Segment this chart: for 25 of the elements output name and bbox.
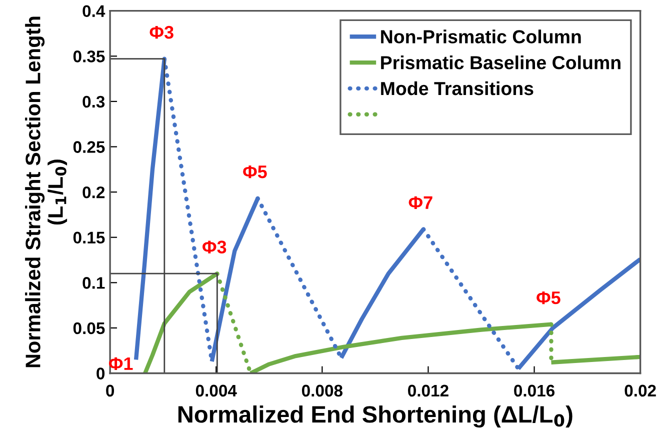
y-tick-label: 0.15 [73, 232, 105, 244]
x-axis-title: Normalized End Shortening (ΔL/L$_{0}$) [178, 405, 572, 428]
legend-label: Non-Prismatic Column [381, 30, 581, 44]
legend-label: Mode Transitions [381, 81, 534, 96]
y-tick-label: 0.1 [82, 277, 105, 289]
y-axis-title: Normalized Straight Section Length (L$_{1}$/L$_{0}$) [25, 16, 68, 368]
y-tick-label: 0.3 [82, 96, 105, 108]
annotation: Φ5 [536, 291, 560, 304]
x-tick-label: 0.012 [408, 384, 448, 397]
y-tick-label: 0.05 [73, 322, 105, 334]
annotation: Φ5 [243, 166, 267, 178]
y-tick-label: 0.35 [73, 50, 105, 62]
x-tick-label: 0.02 [624, 384, 656, 397]
y-tick-label: 0.2 [82, 186, 105, 198]
annotation: Φ3 [150, 26, 174, 39]
x-tick-label: 0 [106, 384, 114, 397]
y-tick-label: 0.25 [73, 141, 105, 153]
x-tick-label: 0.004 [196, 384, 237, 397]
legend-label: Prismatic Baseline Column [381, 56, 620, 70]
x-tick-label: 0.016 [514, 384, 555, 397]
annotation: Φ3 [202, 240, 226, 254]
annotation: Φ7 [408, 196, 432, 209]
y-tick-label: 0 [96, 368, 105, 380]
x-tick-label: 0.008 [302, 384, 343, 397]
y-tick-label: 0.4 [82, 5, 106, 18]
